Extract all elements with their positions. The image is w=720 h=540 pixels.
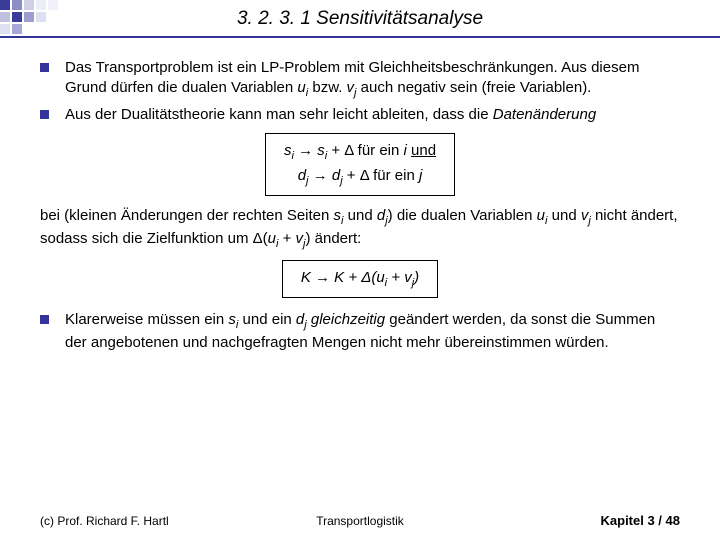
formula-line: si → si + Δ für ein i und <box>284 140 436 164</box>
var: v <box>296 230 304 247</box>
text-run: Aus der Dualitätstheorie kann man sehr l… <box>65 106 493 123</box>
bullet-item: Klarerweise müssen ein si und ein dj gle… <box>40 310 680 353</box>
var: u <box>537 207 545 224</box>
text-run: ) die dualen Variablen <box>388 207 537 224</box>
formula-box-1: si → si + Δ für ein i und dj → dj + Δ fü… <box>265 133 455 196</box>
text-italic: gleichzeitig <box>307 311 385 328</box>
var: d <box>298 167 306 184</box>
text-run: + Δ für ein <box>343 167 419 184</box>
formula-line: dj → dj + Δ für ein j <box>284 165 436 189</box>
var: v <box>347 79 355 96</box>
var: v <box>404 269 412 286</box>
var: d <box>296 311 304 328</box>
text-italic: Datenänderung <box>493 106 596 123</box>
text-run: auch negativ sein (freie Variablen). <box>357 79 592 96</box>
text-run: + Δ für ein <box>327 142 403 159</box>
text-run: + <box>387 269 404 286</box>
var-ui: ui <box>297 79 308 96</box>
bullet-text: Aus der Dualitätstheorie kann man sehr l… <box>65 105 680 125</box>
var: s <box>317 142 325 159</box>
text-run: und <box>344 207 377 224</box>
footer-center: Transportlogistik <box>40 514 680 528</box>
var: u <box>376 269 384 286</box>
bullet-text: Das Transportproblem ist ein LP-Problem … <box>65 58 680 101</box>
var: s <box>334 207 342 224</box>
var: i <box>404 142 412 159</box>
var: u <box>268 230 276 247</box>
bullet-icon <box>40 110 49 119</box>
paragraph: bei (kleinen Änderungen der rechten Seit… <box>40 206 680 252</box>
var: s <box>228 311 236 328</box>
arrow: → <box>309 167 332 184</box>
var: u <box>297 79 305 96</box>
footer: (c) Prof. Richard F. Hartl Transportlogi… <box>40 513 680 528</box>
text-run: und <box>547 207 580 224</box>
text-run: + <box>278 230 295 247</box>
text-run: und ein <box>238 311 296 328</box>
bullet-item: Aus der Dualitätstheorie kann man sehr l… <box>40 105 680 125</box>
var: d <box>332 167 340 184</box>
arrow: → <box>294 142 317 159</box>
text-run: bzw. <box>308 79 346 96</box>
bullet-icon <box>40 315 49 324</box>
bullet-icon <box>40 63 49 72</box>
text-run: ) <box>414 269 419 286</box>
slide-title: 3. 2. 3. 1 Sensitivitätsanalyse <box>0 8 720 30</box>
text-underline: und <box>411 142 436 159</box>
var-vj: vj <box>347 79 357 96</box>
var: j <box>419 167 422 184</box>
bullet-item: Das Transportproblem ist ein LP-Problem … <box>40 58 680 101</box>
text-run: ) ändert: <box>305 230 361 247</box>
text-run: Klarerweise müssen ein <box>65 311 228 328</box>
text-run: bei (kleinen Änderungen der rechten Seit… <box>40 207 334 224</box>
title-underline <box>0 36 720 38</box>
slide-content: Das Transportproblem ist ein LP-Problem … <box>40 58 680 357</box>
slide: 3. 2. 3. 1 Sensitivitätsanalyse Das Tran… <box>0 0 720 540</box>
bullet-text: Klarerweise müssen ein si und ein dj gle… <box>65 310 680 353</box>
text-run: K → K + Δ( <box>301 269 377 286</box>
formula-box-2: K → K + Δ(ui + vj) <box>282 260 438 298</box>
var: d <box>377 207 385 224</box>
